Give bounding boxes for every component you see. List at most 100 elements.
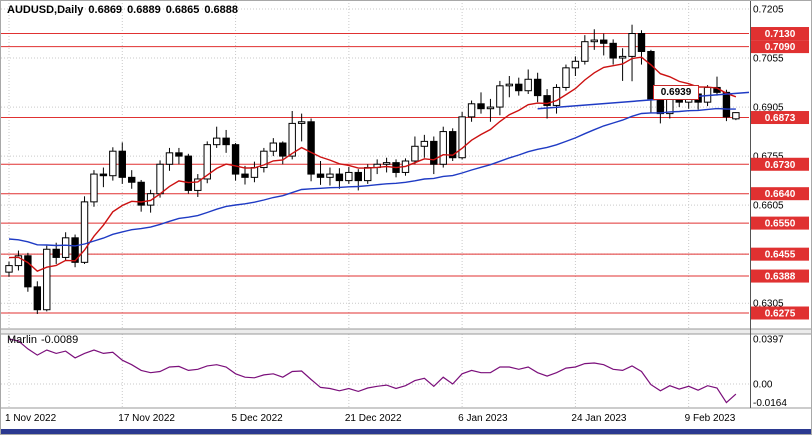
- price-level-badge-label: 0.6388: [765, 272, 796, 283]
- y-axis-tick-label: 0.7055: [753, 54, 784, 65]
- candle-body: [307, 121, 315, 175]
- candle-body: [279, 142, 287, 157]
- indicator-tick-label: 0.00: [753, 380, 773, 391]
- candle-body: [99, 173, 108, 177]
- indicator-tick-label: -0.0164: [753, 398, 787, 409]
- x-axis-date-label[interactable]: 17 Nov 2022: [118, 413, 175, 424]
- candle-body: [609, 42, 617, 59]
- candle-body: [524, 78, 532, 92]
- candle-body: [420, 140, 429, 147]
- price-level-badge: [751, 216, 809, 230]
- candle-body: [288, 122, 296, 157]
- ohlc-open-value: 0.6869: [88, 4, 123, 16]
- candle-body: [732, 112, 740, 120]
- candle-body: [581, 41, 589, 62]
- price-level-badge-label: 0.6873: [765, 113, 796, 124]
- candle-body: [316, 173, 325, 178]
- x-axis-date-label[interactable]: 9 Feb 2023: [685, 413, 736, 424]
- price-level-badge: [751, 111, 809, 125]
- candle-body: [14, 255, 23, 267]
- trendline[interactable]: [537, 91, 750, 110]
- candle-body: [241, 173, 249, 178]
- candle-body: [335, 173, 344, 182]
- price-level-badge: [751, 157, 809, 171]
- price-level-badge-label: 0.7130: [765, 29, 796, 40]
- candle-body: [628, 33, 636, 57]
- candle-body: [43, 248, 51, 311]
- chart-header: AUDUSD,Daily 0.6869 0.6889 0.6865 0.6888: [7, 4, 243, 16]
- candle-body: [533, 78, 542, 97]
- candle-body: [156, 163, 164, 195]
- candle-body: [269, 142, 278, 152]
- candle-body: [448, 131, 457, 159]
- candle-body: [146, 193, 155, 206]
- x-axis-date-label[interactable]: 21 Dec 2022: [345, 413, 402, 424]
- x-axis-date-label[interactable]: 5 Dec 2022: [232, 413, 284, 424]
- y-axis-tick-label: 0.7205: [753, 5, 784, 16]
- bottom-border-bar: [1, 429, 811, 434]
- candle-body: [458, 116, 466, 159]
- x-axis-date-label[interactable]: 6 Jan 2023: [458, 413, 508, 424]
- candle-body: [260, 150, 268, 169]
- candle-body: [486, 106, 495, 110]
- candle-body: [439, 131, 447, 165]
- price-level-badge: [751, 27, 809, 41]
- price-level-badge-label: 0.6640: [765, 189, 796, 200]
- candle-body: [90, 173, 98, 203]
- candle-body: [33, 286, 42, 311]
- candle-body: [364, 167, 372, 182]
- slow-ma-line: [8, 107, 736, 247]
- price-level-badge: [751, 306, 809, 320]
- candle-body: [194, 178, 202, 191]
- candle-body: [382, 162, 391, 165]
- price-level-badge: [751, 187, 809, 201]
- candle-body: [467, 103, 476, 118]
- candle-body: [203, 144, 211, 180]
- candle-body: [24, 255, 32, 288]
- candle-body: [109, 150, 117, 177]
- y-axis-tick-label: 0.6305: [753, 299, 784, 310]
- price-level-badge-label: 0.6550: [765, 219, 796, 230]
- ohlc-high-value: 0.6889: [127, 4, 161, 16]
- candle-body: [165, 152, 174, 165]
- ohlc-low-value: 0.6865: [165, 4, 200, 16]
- symbol-timeframe-label: AUDUSD,Daily: [7, 4, 84, 16]
- price-level-badge: [751, 247, 809, 261]
- price-level-badge: [751, 40, 809, 54]
- candle-body: [430, 140, 438, 165]
- candle-body: [656, 98, 665, 115]
- candle-body: [543, 95, 551, 106]
- candle-body: [411, 145, 419, 162]
- candle-body: [61, 237, 70, 258]
- indicator-name-label: Marlin: [7, 334, 37, 346]
- price-level-badge: [751, 269, 809, 283]
- candle-body: [647, 50, 655, 100]
- candle-body: [722, 91, 731, 118]
- price-level-badge-label: 0.7090: [765, 42, 796, 53]
- indicator-tick-label: 0.0397: [753, 335, 784, 346]
- candle-body: [505, 83, 514, 87]
- candle-body: [600, 39, 608, 44]
- candle-body: [231, 144, 240, 175]
- candle-body: [175, 152, 183, 157]
- candle-body: [297, 121, 306, 124]
- candle-body: [5, 265, 13, 273]
- candle-body: [496, 85, 504, 108]
- candle-body: [80, 201, 89, 263]
- pane-separator[interactable]: [1, 329, 812, 334]
- candle-body: [71, 237, 79, 263]
- candle-body: [637, 33, 646, 52]
- candle-body: [222, 137, 230, 146]
- candle-body: [184, 155, 193, 191]
- ohlc-close-value: 0.6888: [204, 4, 239, 16]
- y-axis-tick-label: 0.6755: [753, 152, 784, 163]
- x-axis-date-label[interactable]: 24 Jan 2023: [571, 413, 626, 424]
- indicator-header: Marlin -0.0089: [7, 334, 82, 346]
- candle-body: [118, 150, 126, 178]
- candle-body: [52, 248, 60, 258]
- candle-body: [354, 171, 362, 182]
- x-axis-date-label[interactable]: 1 Nov 2022: [5, 413, 57, 424]
- candle-body: [212, 137, 221, 146]
